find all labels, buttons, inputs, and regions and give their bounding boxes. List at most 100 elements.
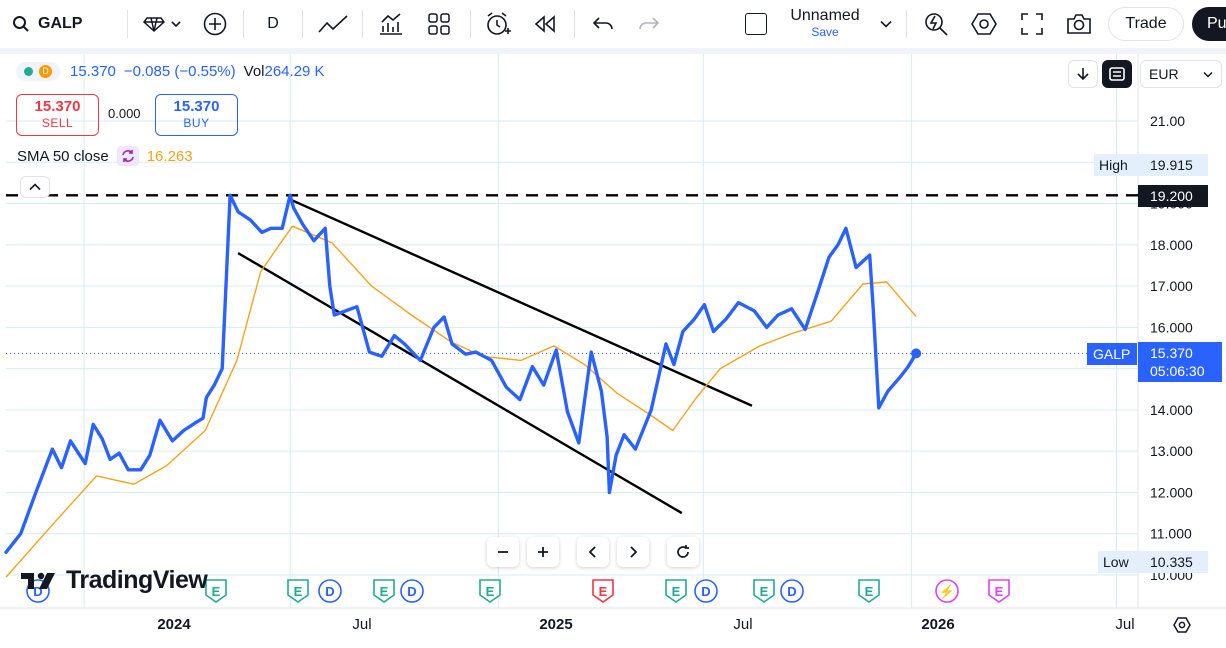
symbol-search[interactable]: GALP (2, 6, 126, 42)
scroll-right-button[interactable] (617, 537, 649, 567)
high-value: 19.915 (1138, 154, 1208, 176)
indicator-legend[interactable]: SMA 50 close 16.263 (17, 146, 193, 166)
line-chart-icon (318, 15, 348, 33)
camera-icon (1067, 14, 1091, 34)
level-price-badge[interactable]: 19.200 (1138, 185, 1208, 207)
settings-button[interactable] (966, 0, 1002, 48)
settings-hexagon-icon (971, 13, 997, 35)
replay-button[interactable] (528, 0, 562, 48)
chart-type-button[interactable] (134, 0, 190, 48)
square-icon (745, 13, 767, 35)
toolbar-divider (906, 10, 907, 38)
dividend-marker[interactable] (694, 579, 718, 603)
low-value: 10.335 (1138, 551, 1208, 573)
earnings-marker[interactable] (753, 579, 775, 603)
alarm-clock-icon (487, 12, 511, 35)
sell-label: SELL (41, 116, 74, 130)
redo-button[interactable] (632, 0, 666, 48)
symbol-label: GALP (38, 15, 83, 32)
layout-name[interactable]: Unnamed Save (778, 0, 872, 48)
fullscreen-button[interactable] (1014, 0, 1050, 48)
buy-label: BUY (183, 116, 210, 130)
sma-50-line (5, 225, 917, 578)
indicator-name: SMA 50 close (17, 147, 109, 165)
earnings-marker[interactable] (592, 579, 614, 603)
undo-button[interactable] (586, 0, 620, 48)
plus-circle-icon (203, 12, 227, 36)
layout-menu-button[interactable] (874, 0, 898, 48)
tradingview-logo[interactable]: TradingView (20, 566, 208, 595)
price-tick-label: 17.000 (1150, 278, 1193, 294)
event-marker-label: E (599, 584, 608, 599)
axis-settings-button[interactable] (1170, 612, 1194, 638)
layout-button[interactable] (422, 0, 456, 48)
market-status-pill[interactable]: D (16, 62, 60, 81)
collapse-legend-button[interactable] (20, 176, 50, 198)
trendline[interactable] (237, 252, 683, 515)
snapshot-button[interactable] (1060, 0, 1098, 48)
zoom-in-button[interactable] (527, 537, 559, 567)
trade-button[interactable]: Trade (1108, 7, 1184, 41)
price-tick-label: 14.000 (1150, 402, 1193, 418)
scroll-left-button[interactable] (577, 537, 609, 567)
publish-button[interactable]: Pu (1192, 7, 1226, 41)
quick-search-icon (925, 13, 948, 36)
chart-canvas[interactable]: 21.0020.00019.00018.00017.00016.00015.00… (0, 54, 1226, 648)
top-toolbar: GALP D (0, 0, 1226, 48)
price-change: −0.085 (−0.55%) (123, 63, 236, 80)
currency-select[interactable]: EUR (1140, 60, 1222, 88)
quick-search-button[interactable] (918, 0, 954, 48)
earnings-marker[interactable] (988, 579, 1010, 603)
fullscreen-icon (1021, 13, 1043, 35)
dividend-marker[interactable] (780, 579, 804, 603)
indicators-button[interactable] (374, 0, 408, 48)
earnings-marker[interactable] (287, 579, 309, 603)
time-label: 2026 (921, 616, 955, 633)
status-dot-icon (24, 67, 33, 76)
symbol-tag: GALP (1087, 343, 1137, 365)
earnings-marker[interactable] (858, 579, 880, 603)
volume-label: Vol (243, 63, 265, 80)
delayed-d-icon: D (39, 65, 52, 78)
split-event-marker[interactable] (935, 579, 959, 603)
event-marker-label: E (760, 584, 769, 599)
event-marker-label: E (380, 584, 389, 599)
dividend-marker[interactable] (318, 579, 342, 603)
interval-button[interactable]: D (267, 15, 279, 32)
trading-panel-toggle[interactable] (1102, 60, 1132, 88)
toolbar-separator-strip (0, 48, 1226, 54)
earnings-marker[interactable] (205, 579, 227, 603)
sell-button[interactable]: 15.370 SELL (16, 94, 99, 136)
time-label: Jul (1115, 616, 1135, 633)
reset-chart-button[interactable] (667, 537, 699, 567)
earnings-marker[interactable] (373, 579, 395, 603)
earnings-marker[interactable] (665, 579, 687, 603)
earnings-marker[interactable] (479, 579, 501, 603)
event-marker-label: E (294, 584, 303, 599)
scroll-to-latest-button[interactable] (1068, 60, 1098, 88)
alert-button[interactable] (480, 0, 516, 48)
toolbar-divider (127, 10, 128, 38)
line-style-button[interactable] (314, 0, 352, 48)
indicator-value: 16.263 (146, 147, 193, 165)
dividend-marker[interactable] (400, 579, 424, 603)
layout-title: Unnamed (790, 7, 860, 24)
zoom-out-button[interactable] (487, 537, 519, 567)
minus-icon (498, 551, 508, 553)
compare-button[interactable] (198, 0, 232, 48)
event-marker-label: E (995, 584, 1004, 599)
layout-checkbox[interactable] (740, 0, 772, 48)
volume-value: 264.29 K (264, 63, 325, 80)
current-price: 15.370 (1150, 345, 1193, 361)
sell-price: 15.370 (34, 98, 81, 115)
event-marker-label: E (486, 584, 495, 599)
toolbar-divider (362, 10, 363, 38)
trendline[interactable] (289, 198, 753, 407)
event-marker-label: E (865, 584, 874, 599)
plus-icon (538, 547, 548, 557)
bar-countdown: 05:06:30 (1150, 363, 1205, 379)
buy-button[interactable]: 15.370 BUY (155, 94, 238, 136)
event-marker-label: E (212, 584, 221, 599)
save-link[interactable]: Save (811, 25, 839, 39)
price-line (4, 193, 918, 554)
